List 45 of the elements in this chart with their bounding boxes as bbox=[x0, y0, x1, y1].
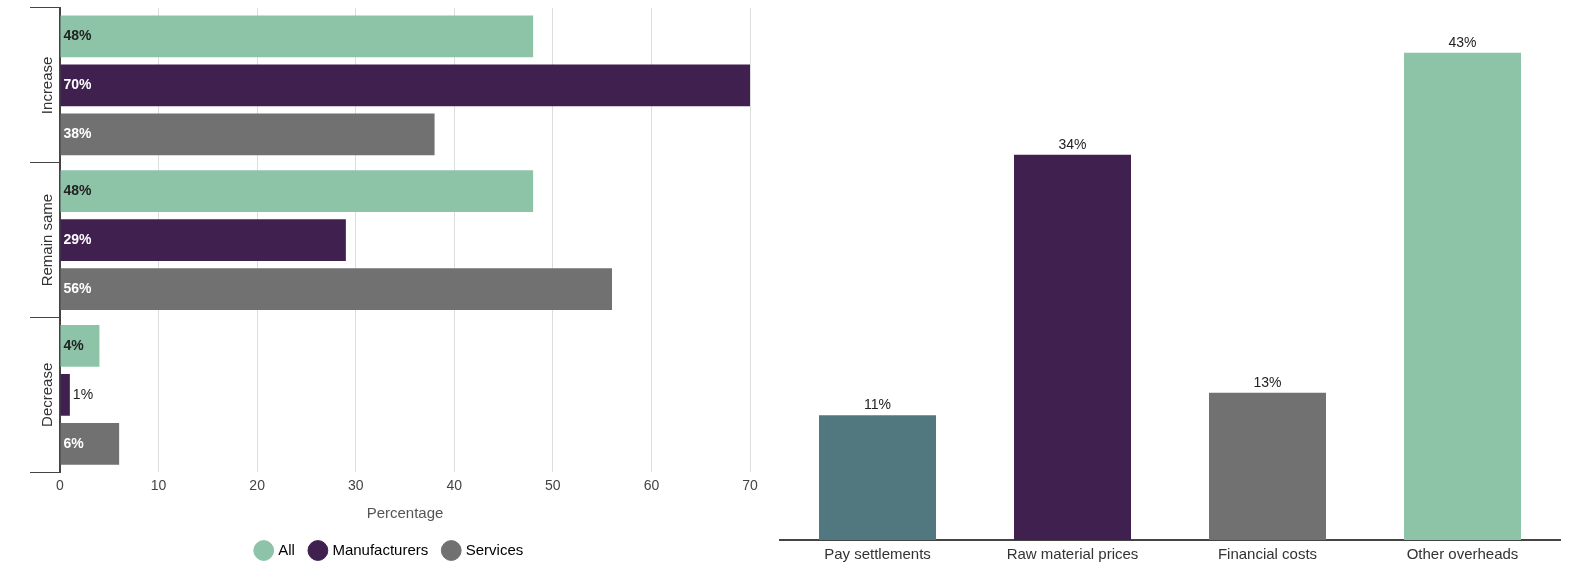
data-label: 38% bbox=[63, 125, 93, 142]
data-label: 34% bbox=[1058, 135, 1087, 152]
data-label: 48% bbox=[63, 27, 93, 44]
x-tick-label: Pay settlements bbox=[824, 545, 931, 563]
x-tick-label: 50 bbox=[545, 477, 561, 494]
data-label: 13% bbox=[1253, 373, 1282, 390]
bar bbox=[60, 219, 346, 261]
x-tick-label: 10 bbox=[150, 477, 167, 494]
data-label: 43% bbox=[1448, 33, 1477, 50]
data-label: 29% bbox=[63, 230, 93, 247]
bar bbox=[60, 15, 534, 58]
y-tick-label: Increase bbox=[38, 56, 56, 115]
x-tick-label: 20 bbox=[249, 477, 266, 494]
x-tick-label: 0 bbox=[56, 477, 65, 494]
bar bbox=[60, 268, 612, 310]
bar bbox=[60, 170, 534, 212]
bar bbox=[60, 374, 70, 416]
legend-label: Services bbox=[465, 540, 524, 558]
x-axis-title: Percentage bbox=[366, 504, 444, 522]
data-label: 4% bbox=[63, 336, 85, 353]
x-tick-label: 40 bbox=[446, 477, 463, 494]
data-label: 1% bbox=[72, 385, 94, 402]
x-tick-label: 70 bbox=[742, 477, 758, 494]
bar bbox=[60, 423, 120, 465]
x-tick-label: 30 bbox=[347, 477, 364, 494]
x-tick-label: Other overheads bbox=[1406, 545, 1519, 563]
data-label: 56% bbox=[63, 279, 93, 296]
y-tick-label: Remain same bbox=[38, 193, 56, 287]
bar bbox=[819, 415, 936, 540]
data-label: 48% bbox=[63, 181, 93, 198]
bar bbox=[1404, 52, 1521, 540]
data-label: 11% bbox=[864, 396, 891, 413]
x-tick-label: 60 bbox=[643, 477, 660, 494]
data-label: 70% bbox=[63, 76, 93, 93]
bar bbox=[60, 113, 435, 156]
bar bbox=[1209, 392, 1326, 540]
bar bbox=[60, 64, 750, 107]
legend-label: All bbox=[278, 540, 295, 558]
x-tick-label: Financial costs bbox=[1217, 545, 1318, 563]
y-tick-label: Decrease bbox=[38, 362, 56, 427]
bar bbox=[1014, 154, 1131, 540]
bar bbox=[60, 325, 100, 367]
data-label: 6% bbox=[63, 434, 85, 451]
legend-label: Manufacturers bbox=[332, 540, 429, 558]
x-tick-label: Raw material prices bbox=[1006, 545, 1139, 563]
